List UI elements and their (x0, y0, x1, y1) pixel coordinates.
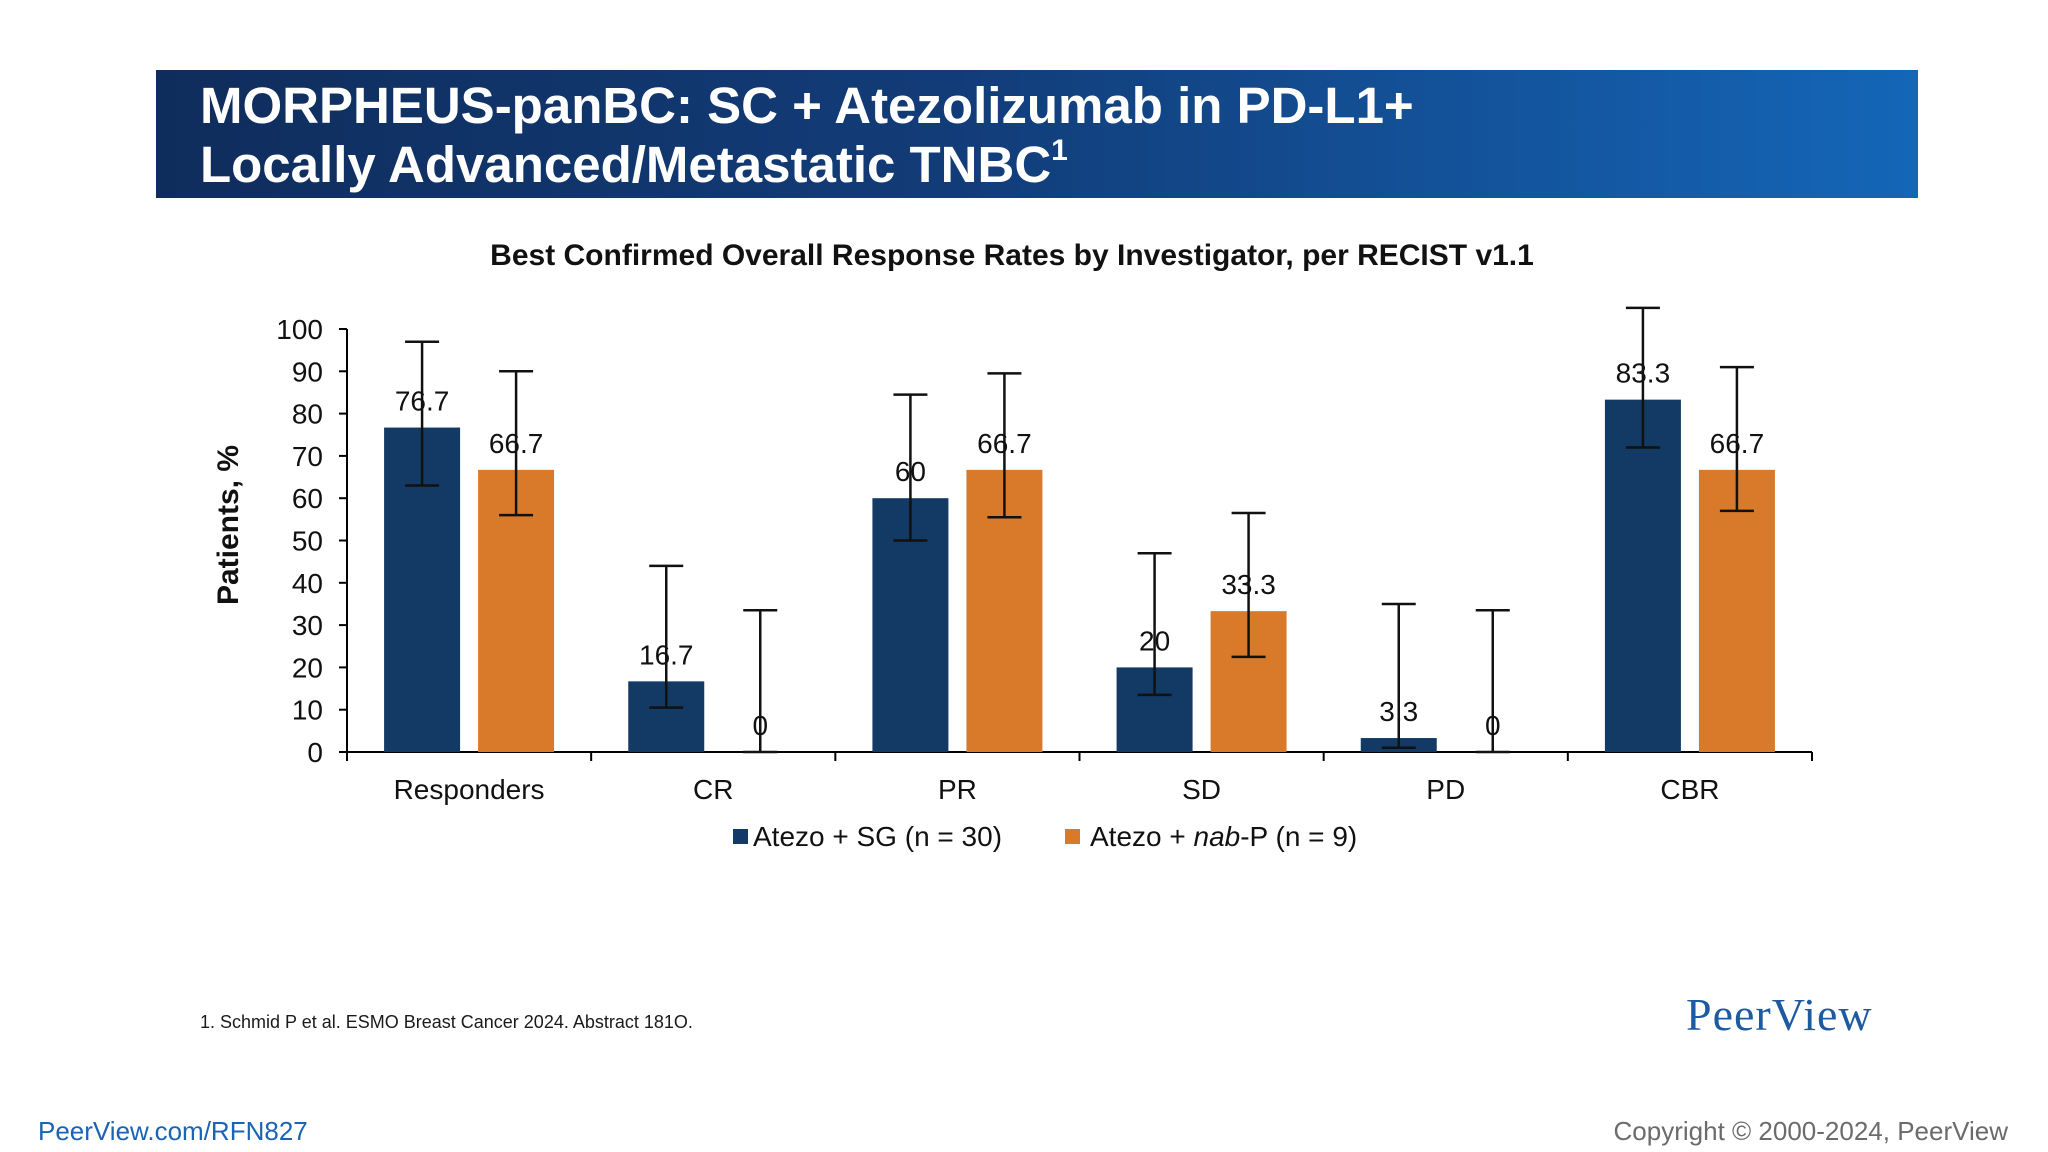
data-label: 66.7 (1710, 428, 1765, 459)
legend-label-series1: Atezo + SG (n = 30) (753, 821, 1002, 852)
footnote: 1. Schmid P et al. ESMO Breast Cancer 20… (200, 1012, 693, 1032)
data-label: 76.7 (395, 386, 450, 417)
bar (1698, 469, 1775, 752)
y-tick-label: 0 (307, 737, 323, 768)
footer-link[interactable]: PeerView.com/RFN827 (38, 1116, 308, 1146)
legend-swatch-series2 (1065, 829, 1080, 844)
bar (1604, 399, 1681, 752)
chart-title: Best Confirmed Overall Response Rates by… (490, 239, 1534, 272)
y-tick-label: 30 (292, 610, 323, 641)
slide-title-line2: Locally Advanced/Metastatic TNBC1 (200, 135, 1918, 194)
data-label: 20 (1139, 625, 1170, 656)
chart-data-labels: 76.7 16.7 60 20 3.3 83.3 66.7 0 66.7 33.3 0 66.7 (395, 358, 1764, 741)
x-tick-label: SD (1182, 774, 1221, 805)
x-tick-label: CBR (1660, 774, 1719, 805)
y-tick-label: 20 (292, 652, 323, 683)
chart-bars (384, 399, 1775, 752)
data-label: 0 (752, 710, 768, 741)
data-label: 0 (1485, 710, 1501, 741)
data-label: 3.3 (1379, 696, 1418, 727)
footer-copyright: Copyright © 2000-2024, PeerView (1613, 1116, 2008, 1146)
legend-label-series2: Atezo + nab-P (n = 9) (1090, 821, 1357, 852)
y-tick-label: 70 (292, 441, 323, 472)
chart-axes: 0 10 20 30 40 50 60 70 80 90 100 Responders CR PR SD PD… (276, 314, 1813, 805)
x-tick-label: CR (693, 774, 733, 805)
legend-label-part: nab (1194, 821, 1241, 852)
data-label: 66.7 (977, 428, 1032, 459)
data-label: 60 (895, 456, 926, 487)
bar (478, 469, 555, 752)
x-tick-label: PR (938, 774, 977, 805)
y-tick-label: 100 (276, 314, 323, 345)
data-label: 66.7 (489, 428, 544, 459)
y-tick-label: 40 (292, 568, 323, 599)
slide-title-line1: MORPHEUS-panBC: SC + Atezolizumab in PD-… (200, 77, 1414, 134)
chart-legend: Atezo + SG (n = 30) Atezo + nab-P (n = 9) (733, 821, 1357, 852)
y-tick-label: 90 (292, 356, 323, 387)
y-tick-label: 80 (292, 399, 323, 430)
y-tick-label: 10 (292, 695, 323, 726)
y-axis-label: Patients, % (212, 445, 245, 605)
peerview-logo: PeerView (1686, 989, 1873, 1040)
data-label: 33.3 (1221, 569, 1276, 600)
y-tick-label: 60 (292, 483, 323, 514)
data-label: 83.3 (1616, 358, 1671, 389)
legend-label-part: Atezo + (1090, 821, 1194, 852)
slide-title-line2-text: Locally Advanced/Metastatic TNBC (200, 136, 1052, 193)
legend-label-part: -P (n = 9) (1240, 821, 1357, 852)
data-label: 16.7 (639, 639, 694, 670)
y-tick-label: 50 (292, 526, 323, 557)
x-tick-label: PD (1426, 774, 1465, 805)
bar-chart: Best Confirmed Overall Response Rates by… (212, 239, 1813, 852)
legend-swatch-series1 (733, 829, 748, 844)
chart-error-bars (405, 306, 1754, 754)
title-superscript: 1 (1051, 134, 1068, 167)
title-banner: MORPHEUS-panBC: SC + Atezolizumab in PD-… (156, 70, 1918, 198)
x-tick-label: Responders (394, 774, 545, 805)
